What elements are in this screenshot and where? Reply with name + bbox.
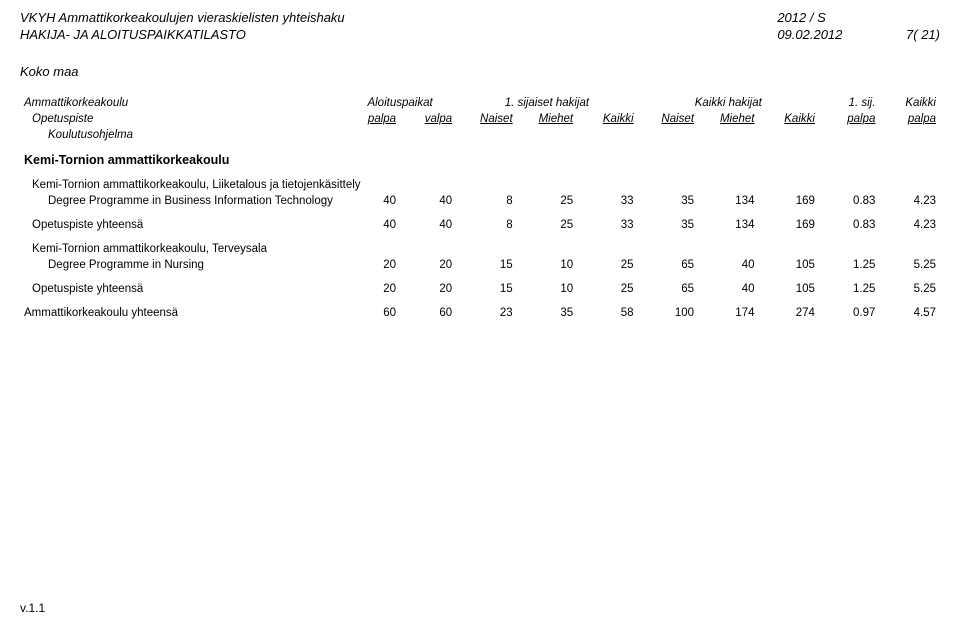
cell: 169 [758,209,818,233]
cell: 33 [577,193,637,209]
cell: 274 [758,297,818,321]
cell: 1.25 [819,257,879,273]
page-number: 7( 21) [906,27,940,42]
section-summary-row: Opetuspiste yhteensä 40 40 8 25 33 35 13… [20,209,940,233]
cell: 40 [698,273,758,297]
cell: 1.25 [819,273,879,297]
cell: 5.25 [879,257,940,273]
hdr-palpa-3: palpa [879,111,940,127]
cell: 65 [638,257,698,273]
hdr-naiset-1: Naiset [456,111,516,127]
summary-label: Opetuspiste yhteensä [20,273,344,297]
report-date: 09.02.2012 [777,27,842,42]
cell: 60 [400,297,456,321]
cell: 15 [456,273,516,297]
cell: 4.23 [879,193,940,209]
program-row: Degree Programme in Business Information… [20,193,940,209]
header-right: 2012 / S 09.02.2012 7( 21) [777,10,940,42]
cell: 20 [400,257,456,273]
hdr-miehet-1: Miehet [517,111,577,127]
cell: 20 [400,273,456,297]
cell: 4.57 [879,297,940,321]
hdr-koulutusohjelma: Koulutusohjelma [20,127,344,143]
cell: 40 [344,193,400,209]
section-row: Kemi-Tornion ammattikorkeakoulu, Liiketa… [20,169,940,193]
cell: 169 [758,193,818,209]
section-name: Kemi-Tornion ammattikorkeakoulu, Liiketa… [20,169,940,193]
hdr-kaikki-1: Kaikki [577,111,637,127]
column-header-row-2: Opetuspiste palpa valpa Naiset Miehet Ka… [20,111,940,127]
cell: 20 [344,257,400,273]
hdr-palpa-2: palpa [819,111,879,127]
cell: 65 [638,273,698,297]
report-period: 2012 / S [777,10,940,25]
school-name: Kemi-Tornion ammattikorkeakoulu [20,143,940,169]
grand-total-label: Ammattikorkeakoulu yhteensä [20,297,344,321]
hdr-miehet-2: Miehet [698,111,758,127]
cell: 40 [400,209,456,233]
cell: 23 [456,297,516,321]
cell: 40 [344,209,400,233]
report-title-2: HAKIJA- JA ALOITUSPAIKKATILASTO [20,27,345,42]
column-header-row-1: Ammattikorkeakoulu Aloituspaikat 1. sija… [20,95,940,111]
column-header-row-3: Koulutusohjelma [20,127,940,143]
program-label: Degree Programme in Business Information… [20,193,344,209]
cell: 35 [638,209,698,233]
cell: 134 [698,193,758,209]
grand-total-row: Ammattikorkeakoulu yhteensä 60 60 23 35 … [20,297,940,321]
cell: 0.83 [819,193,879,209]
program-label: Degree Programme in Nursing [20,257,344,273]
program-row: Degree Programme in Nursing 20 20 15 10 … [20,257,940,273]
cell: 0.97 [819,297,879,321]
cell: 25 [517,193,577,209]
scope-label: Koko maa [20,64,940,79]
hdr-kaikki-hakijat: Kaikki hakijat [638,95,819,111]
cell: 174 [698,297,758,321]
cell: 35 [517,297,577,321]
hdr-ammattikorkeakoulu: Ammattikorkeakoulu [20,95,344,111]
cell: 10 [517,257,577,273]
hdr-1sij: 1. sij. [819,95,879,111]
summary-label: Opetuspiste yhteensä [20,209,344,233]
hdr-valpa: valpa [400,111,456,127]
cell: 10 [517,273,577,297]
hdr-naiset-2: Naiset [638,111,698,127]
cell: 58 [577,297,637,321]
cell: 35 [638,193,698,209]
cell: 105 [758,273,818,297]
cell: 4.23 [879,209,940,233]
header-left: VKYH Ammattikorkeakoulujen vieraskielist… [20,10,345,42]
section-summary-row: Opetuspiste yhteensä 20 20 15 10 25 65 4… [20,273,940,297]
cell: 8 [456,209,516,233]
cell: 15 [456,257,516,273]
cell: 105 [758,257,818,273]
report-date-page: 09.02.2012 7( 21) [777,27,940,42]
school-row: Kemi-Tornion ammattikorkeakoulu [20,143,940,169]
hdr-opetuspiste: Opetuspiste [20,111,344,127]
cell: 20 [344,273,400,297]
cell: 5.25 [879,273,940,297]
report-table: Ammattikorkeakoulu Aloituspaikat 1. sija… [20,95,940,321]
cell: 40 [698,257,758,273]
section-row: Kemi-Tornion ammattikorkeakoulu, Terveys… [20,233,940,257]
version-label: v.1.1 [20,601,45,615]
hdr-palpa: palpa [344,111,400,127]
cell: 40 [400,193,456,209]
hdr-aloituspaikat: Aloituspaikat [344,95,456,111]
cell: 8 [456,193,516,209]
hdr-sijaiset: 1. sijaiset hakijat [456,95,637,111]
cell: 100 [638,297,698,321]
cell: 25 [577,257,637,273]
cell: 33 [577,209,637,233]
cell: 25 [517,209,577,233]
hdr-kaikki-2: Kaikki [758,111,818,127]
cell: 0.83 [819,209,879,233]
report-title-1: VKYH Ammattikorkeakoulujen vieraskielist… [20,10,345,25]
section-name: Kemi-Tornion ammattikorkeakoulu, Terveys… [20,233,940,257]
hdr-kaikki: Kaikki [879,95,940,111]
cell: 60 [344,297,400,321]
cell: 25 [577,273,637,297]
cell: 134 [698,209,758,233]
